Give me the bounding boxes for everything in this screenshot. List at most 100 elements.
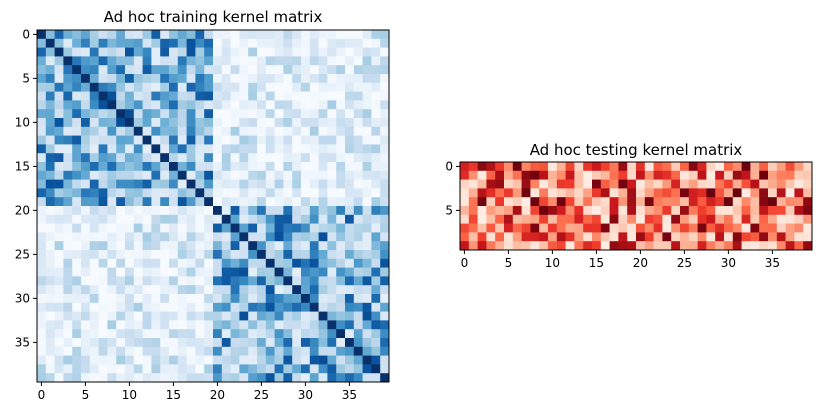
training-cell — [309, 82, 319, 92]
training-cell — [63, 82, 73, 92]
training-cell — [89, 118, 99, 128]
testing-cell — [495, 223, 505, 233]
training-cell — [169, 38, 179, 48]
training-cell — [230, 232, 240, 242]
training-cell — [37, 311, 47, 321]
testing-cell — [504, 241, 514, 251]
training-cell — [54, 320, 64, 330]
training-cell — [81, 311, 91, 321]
training-cell — [265, 329, 275, 339]
testing-cell — [636, 188, 646, 198]
testing-cell — [680, 188, 690, 198]
training-cell — [327, 144, 337, 154]
training-cell — [186, 100, 196, 110]
training-cell — [160, 126, 170, 136]
training-plot-frame — [36, 29, 390, 383]
training-cell — [309, 126, 319, 136]
training-cell — [292, 206, 302, 216]
testing-cell — [565, 206, 575, 216]
training-cell — [63, 74, 73, 84]
training-cell — [72, 250, 82, 260]
training-cell — [327, 162, 337, 172]
training-cell — [309, 118, 319, 128]
testing-cell — [662, 162, 672, 172]
training-cell — [371, 329, 381, 339]
training-cell — [230, 65, 240, 75]
training-cell — [292, 118, 302, 128]
training-cell — [169, 285, 179, 295]
training-cell — [248, 223, 258, 233]
testing-cell — [574, 214, 584, 224]
testing-cell — [539, 197, 549, 207]
training-cell — [230, 30, 240, 40]
training-cell — [265, 65, 275, 75]
training-cell — [177, 56, 187, 66]
training-cell — [239, 320, 249, 330]
training-cell — [160, 144, 170, 154]
training-cell — [230, 258, 240, 268]
training-cell — [72, 153, 82, 163]
training-cell — [380, 232, 390, 242]
training-cell — [301, 47, 311, 57]
training-cell — [204, 355, 214, 365]
training-cell — [301, 170, 311, 180]
testing-cell — [750, 188, 760, 198]
training-cell — [160, 258, 170, 268]
training-cell — [107, 144, 117, 154]
training-cell — [151, 188, 161, 198]
training-cell — [336, 170, 346, 180]
training-cell — [327, 223, 337, 233]
training-cell — [116, 91, 126, 101]
testing-cell — [530, 179, 540, 189]
training-cell — [353, 170, 363, 180]
training-cell — [327, 74, 337, 84]
training-cell — [81, 329, 91, 339]
training-cell — [265, 153, 275, 163]
training-cell — [230, 276, 240, 286]
training-cell — [221, 250, 231, 260]
training-cell — [160, 30, 170, 40]
training-cell — [362, 100, 372, 110]
testing-cell — [768, 223, 778, 233]
training-cell — [133, 346, 143, 356]
testing-cell — [803, 223, 813, 233]
testing-cell — [759, 170, 769, 180]
training-cell — [116, 311, 126, 321]
testing-cell — [556, 241, 566, 251]
training-cell — [336, 144, 346, 154]
training-cell — [45, 329, 55, 339]
testing-cell — [477, 179, 487, 189]
training-cell — [116, 223, 126, 233]
training-cell — [371, 65, 381, 75]
training-cell — [274, 197, 284, 207]
training-cell — [54, 100, 64, 110]
testing-cell — [653, 179, 663, 189]
training-cell — [239, 153, 249, 163]
training-cell — [336, 30, 346, 40]
testing-cell — [759, 223, 769, 233]
testing-cell — [521, 214, 531, 224]
training-cell — [283, 91, 293, 101]
training-cell — [89, 47, 99, 57]
training-cell — [151, 206, 161, 216]
training-cell — [221, 135, 231, 145]
training-cell — [177, 241, 187, 251]
training-cell — [353, 179, 363, 189]
testing-cell — [732, 179, 742, 189]
training-cell — [160, 74, 170, 84]
testing-cell — [706, 232, 716, 242]
training-cell — [89, 135, 99, 145]
training-cell — [265, 170, 275, 180]
training-cell — [133, 91, 143, 101]
training-cell — [362, 267, 372, 277]
testing-cell — [662, 179, 672, 189]
x-tick-label: 30 — [721, 256, 736, 270]
training-cell — [292, 302, 302, 312]
training-cell — [186, 258, 196, 268]
training-cell — [248, 30, 258, 40]
training-cell — [292, 109, 302, 119]
training-cell — [186, 346, 196, 356]
training-cell — [362, 294, 372, 304]
testing-cell — [460, 188, 470, 198]
testing-cell — [653, 197, 663, 207]
